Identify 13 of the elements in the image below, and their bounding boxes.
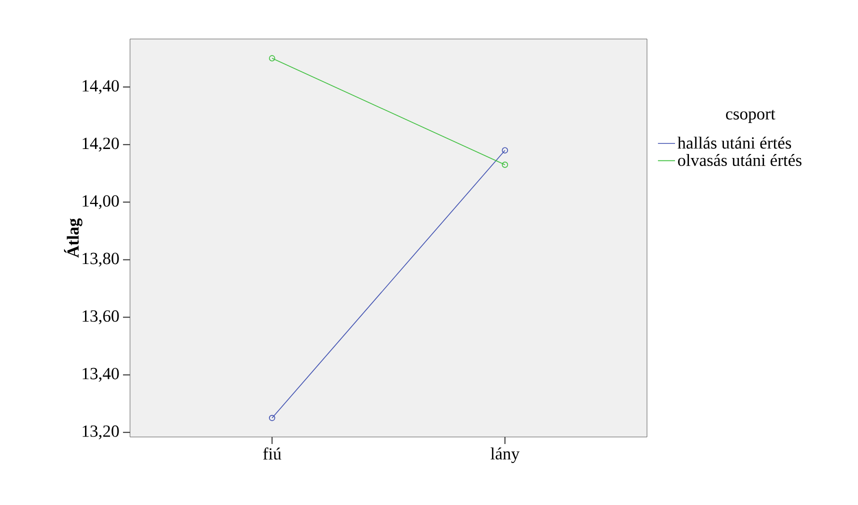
y-tick-label: 14,00	[82, 195, 119, 210]
legend-title: csoport	[726, 110, 776, 124]
y-axis-title: Átlag	[64, 218, 82, 258]
y-tick-label: 13,60	[82, 310, 119, 324]
legend-label: hallás utáni értés	[678, 136, 792, 149]
y-tick-label: 13,20	[82, 425, 119, 440]
y-tick-label: 14,40	[82, 80, 119, 94]
x-tick-label: fiú	[263, 448, 282, 460]
x-tick-label: lány	[490, 448, 520, 464]
y-tick-label: 13,40	[82, 368, 119, 382]
legend-label: olvasás utáni értés	[678, 154, 802, 166]
y-tick-label: 14,20	[82, 138, 119, 152]
y-tick-label: 13,80	[82, 252, 119, 267]
